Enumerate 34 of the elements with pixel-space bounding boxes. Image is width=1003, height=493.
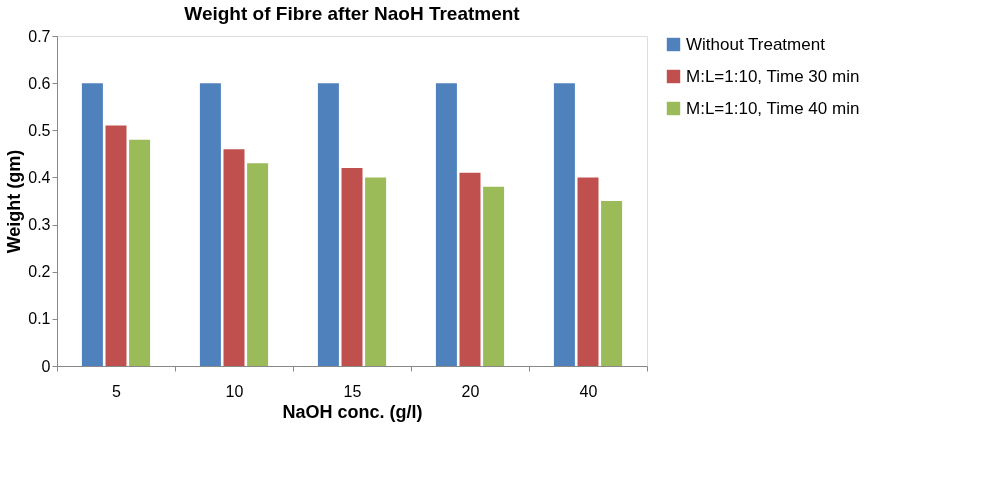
bar (247, 163, 269, 366)
bar (577, 177, 599, 366)
bar (105, 125, 127, 366)
y-tick-label: 0.6 (28, 74, 51, 92)
bar (601, 201, 623, 366)
x-axis-title: NaOH conc. (g/l) (282, 401, 423, 422)
chart-title: Weight of Fibre after NaoH Treatment (184, 3, 521, 24)
y-tick-label: 0.5 (28, 121, 51, 139)
legend-label: Without Treatment (686, 34, 826, 54)
y-tick-label: 0.7 (28, 27, 51, 45)
x-tick-label: 5 (112, 382, 122, 400)
y-axis-title: Weight (gm) (4, 149, 25, 254)
x-tick-label: 10 (225, 382, 244, 400)
bar (553, 83, 575, 366)
bar (459, 172, 481, 366)
x-tick-label: 15 (343, 382, 362, 400)
bar (435, 83, 457, 366)
y-tick-label: 0.3 (28, 216, 51, 234)
bar (341, 168, 363, 366)
y-tick-label: 0.1 (28, 310, 51, 328)
bar (365, 177, 387, 366)
y-tick-label: 0.4 (28, 168, 51, 186)
bar (199, 83, 221, 366)
legend-label: M:L=1:10, Time 30 min (686, 66, 860, 86)
x-tick-label: 40 (579, 382, 598, 400)
bar (81, 83, 103, 366)
y-tick-label: 0 (41, 357, 51, 375)
x-tick-label: 20 (461, 382, 480, 400)
y-tick-label: 0.2 (28, 263, 51, 281)
bar (483, 186, 505, 366)
legend-label: M:L=1:10, Time 40 min (686, 98, 860, 118)
bar (129, 139, 151, 366)
bar (223, 149, 245, 366)
bar (317, 83, 339, 366)
